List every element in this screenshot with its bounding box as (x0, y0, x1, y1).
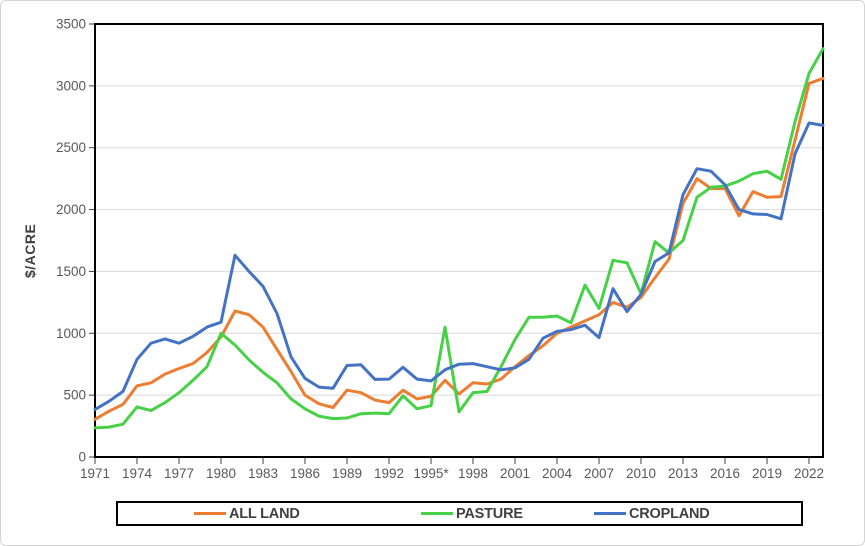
y-tick-label: 500 (63, 388, 86, 403)
x-tick-label: 1977 (164, 466, 194, 481)
series-lines (93, 47, 825, 430)
x-tick-label: 1989 (332, 466, 362, 481)
x-tick-label: 2019 (752, 466, 782, 481)
axis-labels: 0 500 1000 1500 2000 2500 3000 3500 1971 1974 1977… (56, 17, 824, 482)
cropland-line-swatch (594, 512, 626, 515)
series-line-pasture (93, 47, 825, 430)
legend-item-cropland: CROPLAND (594, 506, 710, 522)
x-tick-label: 2007 (584, 466, 614, 481)
x-tick-label: 1971 (80, 466, 110, 481)
pasture-line-swatch (421, 512, 453, 515)
legend-label-pasture: PASTURE (456, 505, 523, 522)
x-tick-label: 1980 (206, 466, 236, 481)
legend: ALL LAND PASTURE CROPLAND (116, 501, 803, 526)
x-tick-label: 1998 (458, 466, 488, 481)
legend-label-cropland: CROPLAND (629, 505, 710, 522)
x-tick-label: 2010 (626, 466, 656, 481)
y-tick-label: 2000 (56, 202, 86, 217)
y-tick-label: 3500 (56, 17, 86, 32)
x-tick-label: 2013 (668, 466, 698, 481)
x-tick-label: 2016 (710, 466, 740, 481)
axis-ticks (89, 23, 810, 464)
y-tick-label: 3000 (56, 78, 86, 93)
legend-item-pasture: PASTURE (421, 506, 523, 522)
x-tick-label: 2004 (542, 466, 573, 481)
y-tick-label: 1500 (56, 264, 86, 279)
x-tick-label: 2001 (500, 466, 530, 481)
x-tick-label: 1974 (122, 466, 153, 481)
y-axis-title: $/ACRE (22, 224, 38, 278)
x-tick-label: 1995* (413, 466, 449, 481)
y-tick-label: 0 (78, 450, 86, 465)
y-tick-label: 1000 (56, 326, 86, 341)
legend-label-all-land: ALL LAND (229, 505, 300, 522)
all-land-line-swatch (194, 512, 226, 515)
x-tick-label: 2022 (794, 466, 824, 481)
x-tick-label: 1983 (248, 466, 278, 481)
gridlines (96, 85, 822, 396)
legend-item-all-land: ALL LAND (194, 506, 300, 522)
x-tick-label: 1992 (374, 466, 404, 481)
series-line-cropland (93, 121, 825, 411)
x-tick-label: 1986 (290, 466, 320, 481)
plot-area-border (94, 23, 824, 458)
y-tick-label: 2500 (56, 140, 86, 155)
